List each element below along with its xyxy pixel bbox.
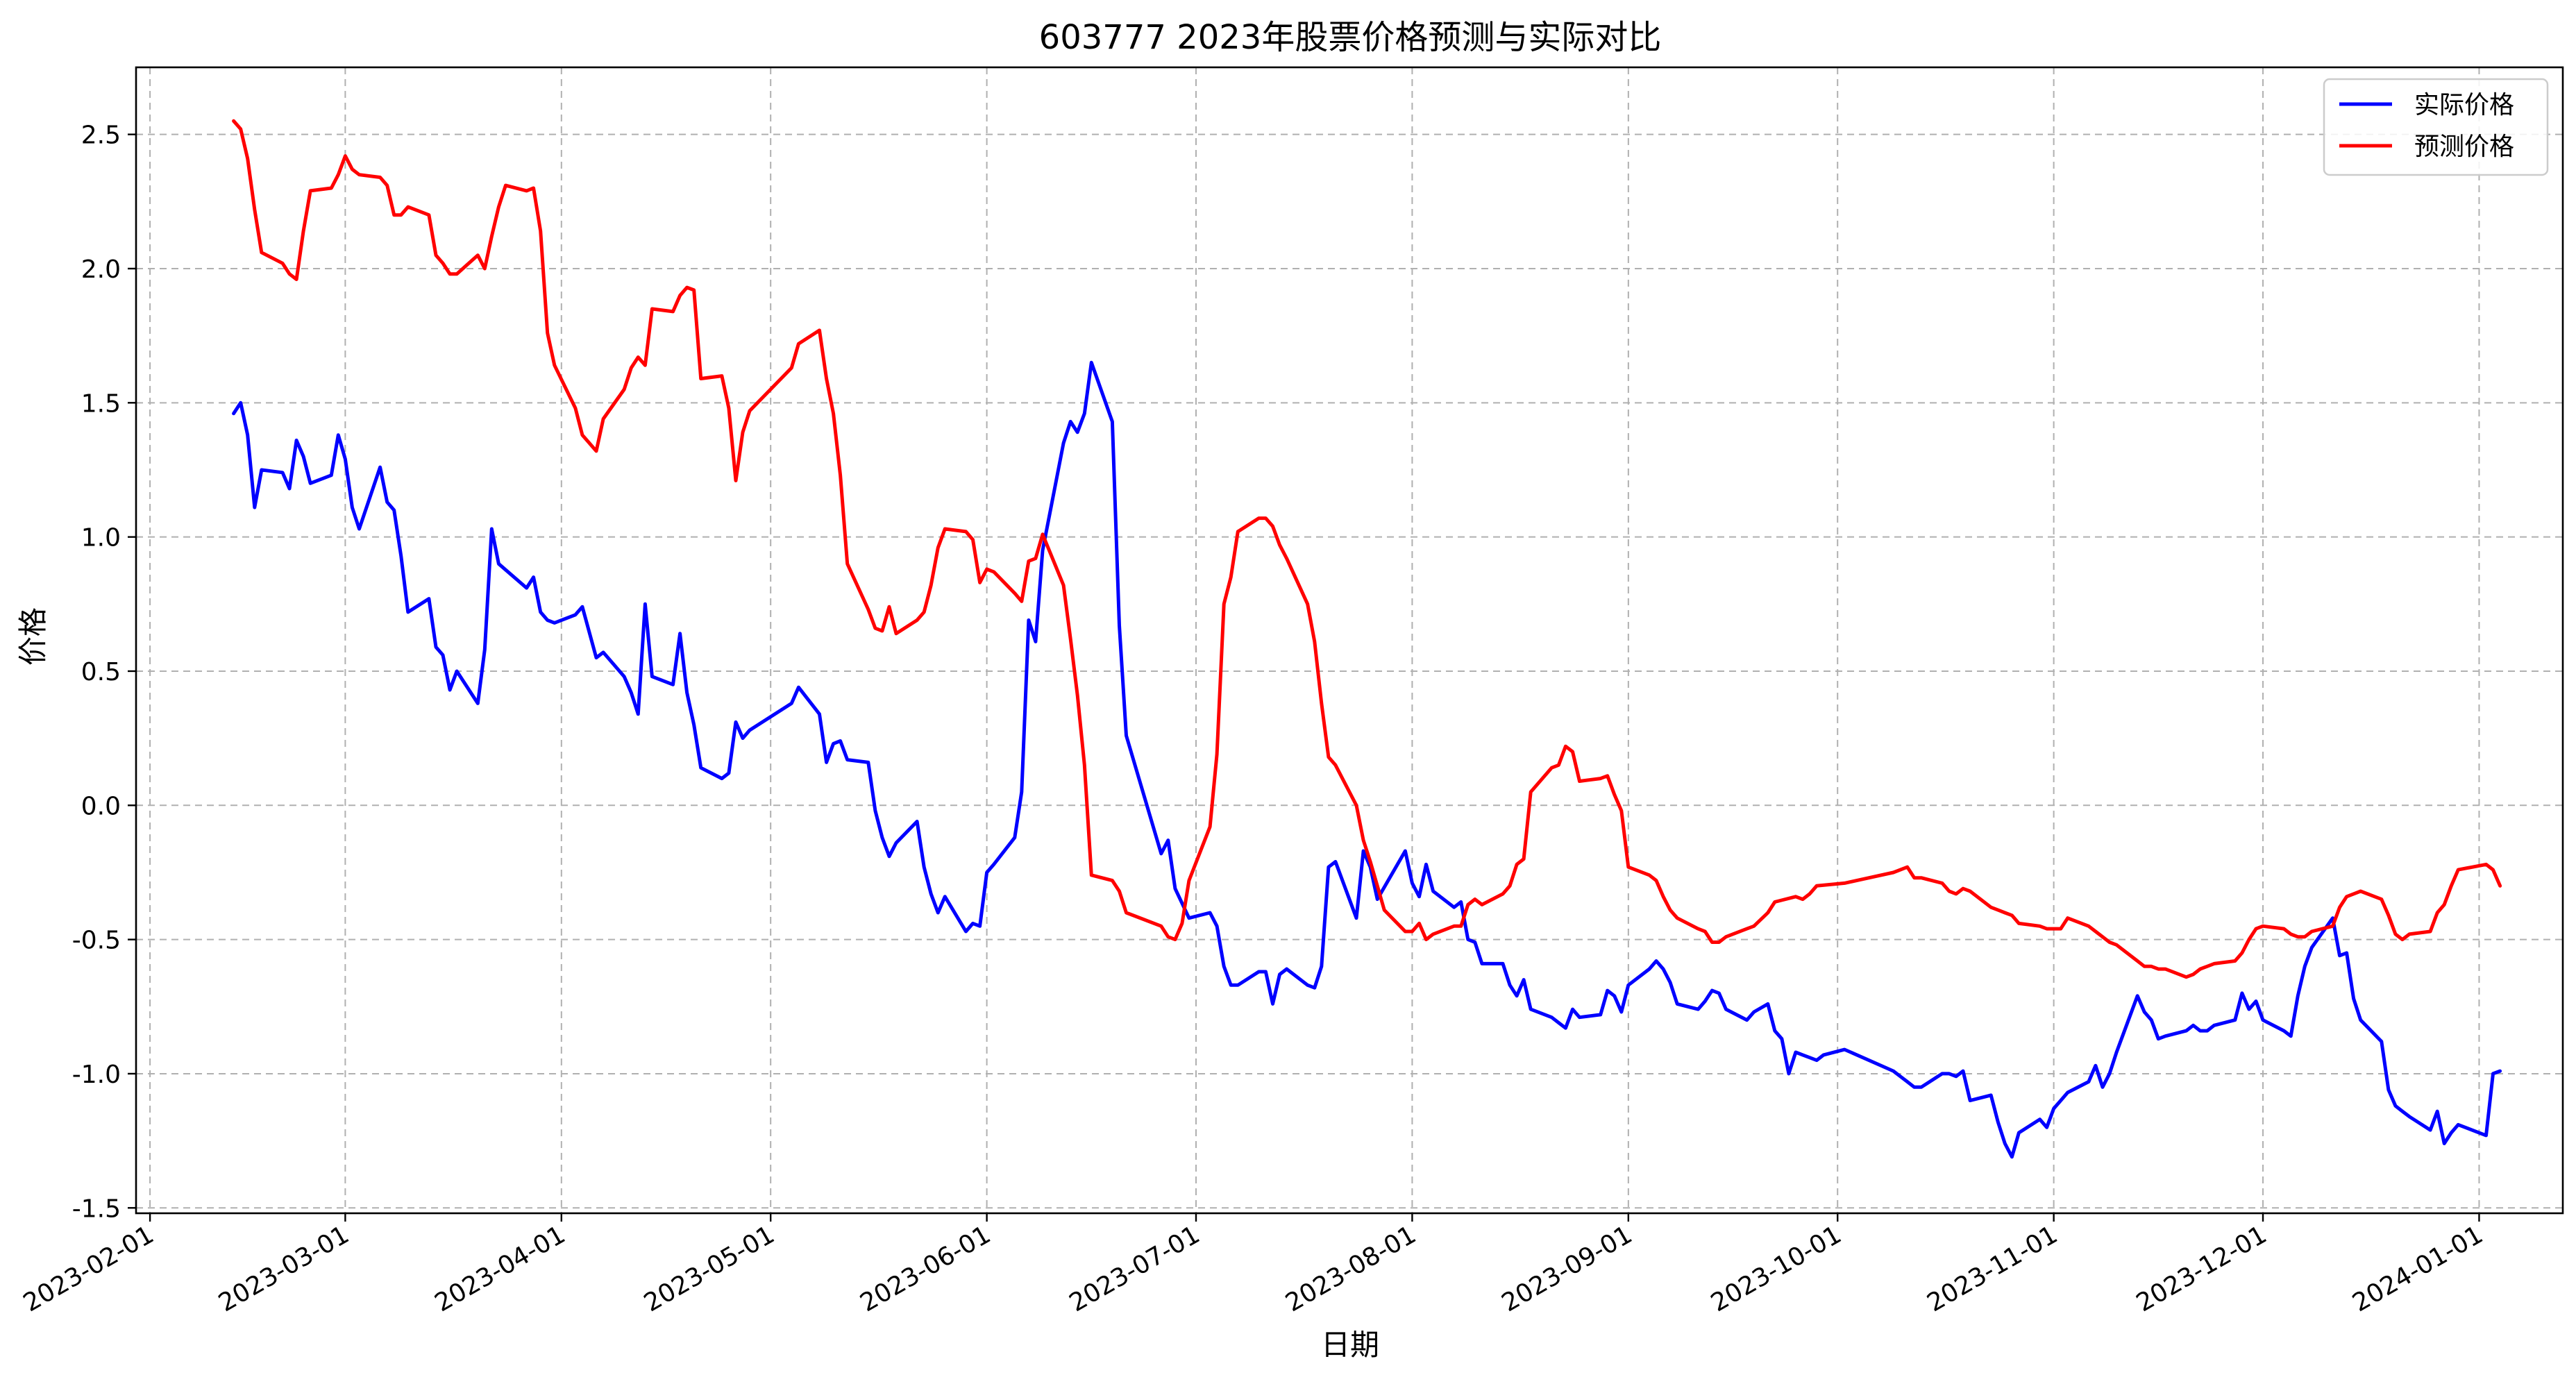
y-tick-label: 1.5 — [81, 389, 121, 418]
y-tick-label: 1.0 — [81, 524, 121, 552]
x-axis-label: 日期 — [1321, 1328, 1379, 1362]
legend-label-predicted: 预测价格 — [2414, 133, 2514, 161]
y-tick-label: 0.0 — [81, 792, 121, 820]
series-line-predicted — [232, 119, 2502, 979]
y-tick-label: -1.0 — [72, 1061, 121, 1089]
legend: 实际价格 预测价格 — [2323, 78, 2549, 176]
plot-frame — [135, 66, 2564, 1215]
series-layer — [232, 119, 2502, 1159]
legend-label-actual: 实际价格 — [2414, 91, 2514, 119]
series-line-actual — [232, 360, 2502, 1159]
y-tick-label: -1.5 — [72, 1195, 121, 1223]
y-tick-label: 0.5 — [81, 658, 121, 686]
y-tick-label: 2.0 — [81, 255, 121, 284]
chart-title: 603777 2023年股票价格预测与实际对比 — [1039, 18, 1662, 57]
y-tick-label: 2.5 — [81, 121, 121, 150]
y-tick-label: -0.5 — [72, 927, 121, 955]
grid-layer — [136, 67, 2563, 1213]
y-axis-label: 价格 — [16, 607, 50, 666]
